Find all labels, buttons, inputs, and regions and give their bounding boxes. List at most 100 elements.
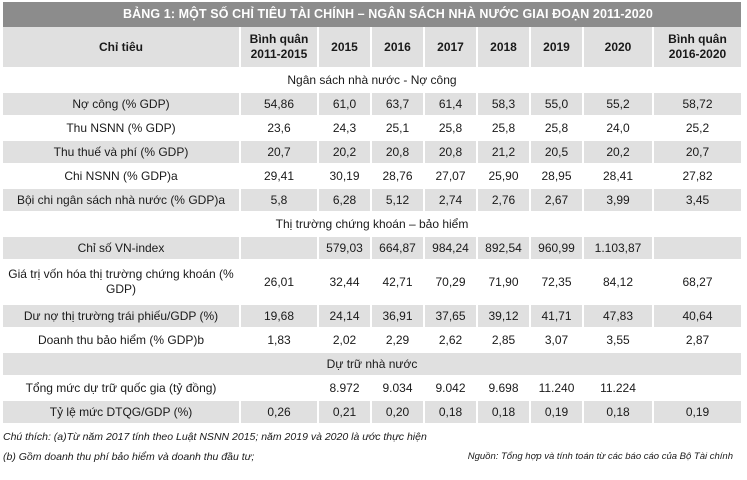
- note-a: Chú thích: (a)Từ năm 2017 tính theo Luật…: [3, 431, 427, 443]
- table-row: Chỉ số VN-index 579,03 664,87 984,24 892,54 9…: [3, 237, 741, 261]
- cell-value: 29,41: [241, 165, 319, 189]
- header-2020: 2020: [584, 27, 654, 69]
- cell-value: 24,0: [584, 117, 654, 141]
- cell-value: 984,24: [425, 237, 478, 261]
- cell-value: 664,87: [372, 237, 425, 261]
- cell-value: 25,1: [372, 117, 425, 141]
- cell-value: 32,44: [319, 261, 372, 305]
- cell-value: 0,18: [425, 401, 478, 425]
- cell-value: 20,2: [584, 141, 654, 165]
- header-2019: 2019: [531, 27, 584, 69]
- row-label: Thu NSNN (% GDP): [3, 117, 241, 141]
- cell-value: 2,74: [425, 189, 478, 213]
- cell-value: 19,68: [241, 305, 319, 329]
- cell-value: 25,8: [531, 117, 584, 141]
- cell-value: 42,71: [372, 261, 425, 305]
- cell-value: 39,12: [478, 305, 531, 329]
- cell-value: 9.698: [478, 377, 531, 401]
- note-b: (b) Gồm doanh thu phí bảo hiểm và doanh …: [3, 451, 255, 463]
- cell-value: 54,86: [241, 93, 319, 117]
- cell-value: 0,21: [319, 401, 372, 425]
- cell-value: [654, 377, 741, 401]
- section-row-securities: Thị trường chứng khoán – bảo hiểm: [3, 213, 741, 237]
- cell-value: 26,01: [241, 261, 319, 305]
- cell-value: 2,02: [319, 329, 372, 353]
- cell-value: 72,35: [531, 261, 584, 305]
- cell-value: 20,5: [531, 141, 584, 165]
- cell-value: 6,28: [319, 189, 372, 213]
- cell-value: 70,29: [425, 261, 478, 305]
- cell-value: 892,54: [478, 237, 531, 261]
- cell-value: 41,71: [531, 305, 584, 329]
- row-label: Doanh thu bảo hiểm (% GDP)b: [3, 329, 241, 353]
- table-row: Chi NSNN (% GDP)a 29,41 30,19 28,76 27,07 25,…: [3, 165, 741, 189]
- cell-value: 20,7: [654, 141, 741, 165]
- cell-value: 28,95: [531, 165, 584, 189]
- cell-value: 68,27: [654, 261, 741, 305]
- cell-value: 0,18: [478, 401, 531, 425]
- cell-value: 2,87: [654, 329, 741, 353]
- cell-value: 2,67: [531, 189, 584, 213]
- row-label: Bội chi ngân sách nhà nước (% GDP)a: [3, 189, 241, 213]
- table-notes: Chú thích: (a)Từ năm 2017 tính theo Luật…: [3, 431, 741, 471]
- cell-value: 30,19: [319, 165, 372, 189]
- cell-value: 20,8: [425, 141, 478, 165]
- row-label: Tổng mức dự trữ quốc gia (tỷ đồng): [3, 377, 241, 401]
- cell-value: 3,55: [584, 329, 654, 353]
- section-row-reserves: Dự trữ nhà nước: [3, 353, 741, 377]
- financial-indicators-table: Chỉ tiêu Bình quân 2011-2015 2015 2016 2…: [3, 27, 741, 425]
- cell-value: 0,19: [654, 401, 741, 425]
- cell-value: 27,07: [425, 165, 478, 189]
- cell-value: 21,2: [478, 141, 531, 165]
- cell-value: 28,41: [584, 165, 654, 189]
- cell-value: 1.103,87: [584, 237, 654, 261]
- source-note: Nguồn: Tổng hợp và tính toán từ các báo …: [467, 451, 733, 462]
- cell-value: [241, 377, 319, 401]
- cell-value: [241, 237, 319, 261]
- cell-value: 0,20: [372, 401, 425, 425]
- cell-value: 0,26: [241, 401, 319, 425]
- section-title: Ngân sách nhà nước - Nợ công: [3, 69, 741, 93]
- cell-value: 5,8: [241, 189, 319, 213]
- cell-value: 71,90: [478, 261, 531, 305]
- cell-value: 25,90: [478, 165, 531, 189]
- header-avg-2016-2020: Bình quân 2016-2020: [654, 27, 741, 69]
- header-indicator: Chỉ tiêu: [3, 27, 241, 69]
- cell-value: 55,0: [531, 93, 584, 117]
- header-2017: 2017: [425, 27, 478, 69]
- header-2018: 2018: [478, 27, 531, 69]
- cell-value: 2,29: [372, 329, 425, 353]
- row-label: Chỉ số VN-index: [3, 237, 241, 261]
- cell-value: 11.240: [531, 377, 584, 401]
- cell-value: 20,8: [372, 141, 425, 165]
- row-label: Thu thuế và phí (% GDP): [3, 141, 241, 165]
- cell-value: 84,12: [584, 261, 654, 305]
- cell-value: 5,12: [372, 189, 425, 213]
- cell-value: 8.972: [319, 377, 372, 401]
- table-row: Giá trị vốn hóa thị trường chứng khoán (…: [3, 261, 741, 305]
- cell-value: 1,83: [241, 329, 319, 353]
- cell-value: 3,45: [654, 189, 741, 213]
- cell-value: 63,7: [372, 93, 425, 117]
- cell-value: 25,8: [478, 117, 531, 141]
- row-label: Tỷ lệ mức DTQG/GDP (%): [3, 401, 241, 425]
- cell-value: 37,65: [425, 305, 478, 329]
- section-title: Dự trữ nhà nước: [3, 353, 741, 377]
- cell-value: 24,14: [319, 305, 372, 329]
- cell-value: 2,62: [425, 329, 478, 353]
- header-2016: 2016: [372, 27, 425, 69]
- row-label: Dư nợ thị trường trái phiếu/GDP (%): [3, 305, 241, 329]
- table-title: BẢNG 1: MỘT SỐ CHỈ TIÊU TÀI CHÍNH – NGÂN…: [3, 2, 741, 27]
- table-row: Tỷ lệ mức DTQG/GDP (%) 0,26 0,21 0,20 0,18 0,…: [3, 401, 741, 425]
- row-label: Giá trị vốn hóa thị trường chứng khoán (…: [3, 261, 241, 305]
- cell-value: 9.042: [425, 377, 478, 401]
- cell-value: 25,2: [654, 117, 741, 141]
- row-label: Nợ công (% GDP): [3, 93, 241, 117]
- cell-value: 960,99: [531, 237, 584, 261]
- cell-value: 24,3: [319, 117, 372, 141]
- cell-value: 58,72: [654, 93, 741, 117]
- cell-value: 23,6: [241, 117, 319, 141]
- header-avg-2011-2015: Bình quân 2011-2015: [241, 27, 319, 69]
- section-row-budget: Ngân sách nhà nước - Nợ công: [3, 69, 741, 93]
- cell-value: 20,2: [319, 141, 372, 165]
